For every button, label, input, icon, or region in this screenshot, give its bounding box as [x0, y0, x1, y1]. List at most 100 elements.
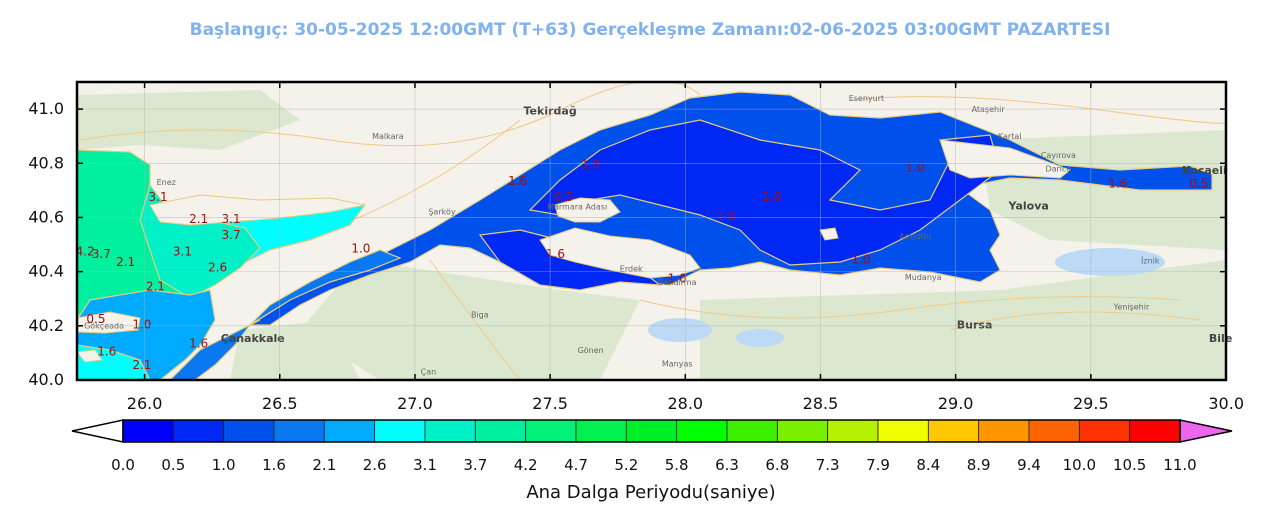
gokceada-island: [77, 311, 141, 334]
colorbar-tick-label: 10.0: [1063, 456, 1096, 474]
colorbar-tick-label: 4.2: [514, 456, 538, 474]
x-tick-label: 29.0: [938, 394, 974, 413]
x-tick-label: 30.0: [1208, 394, 1244, 413]
colorbar-tick-label: 2.1: [312, 456, 336, 474]
colorbar-swatch: [323, 419, 376, 443]
place-label: Bile: [1209, 332, 1232, 345]
colorbar-tick-label: 3.7: [463, 456, 487, 474]
contour-label: 4.2: [76, 244, 95, 258]
colorbar-swatch: [978, 419, 1030, 443]
contour-label: 2.6: [208, 261, 227, 275]
place-label: Erdek: [620, 265, 643, 274]
colorbar-tick-label: 0.5: [161, 456, 185, 474]
lakes: [648, 210, 1165, 347]
marmara-island: [554, 197, 621, 223]
dardanelles-strait: [169, 319, 261, 380]
plot-frame: [75, 80, 1228, 382]
place-label: Esenyurt: [849, 94, 884, 103]
contour-label: 3.1: [222, 212, 241, 226]
colorbar-frame: [122, 419, 1181, 443]
contour-label: 1.0: [132, 318, 151, 332]
axis-ticks: 26.0 26.5 27.0 27.5 28.0 28.5 29.0 29.5 30.0 40.0…: [28, 82, 1244, 413]
place-label: Enez: [157, 178, 176, 187]
place-label: Gönen: [578, 346, 604, 355]
contour-label: 1.6: [97, 345, 116, 359]
place-label: Çan: [421, 368, 437, 377]
colorbar-swatch: [122, 419, 174, 443]
contour-label: 2.1: [116, 255, 135, 269]
place-label: Malkara: [372, 132, 404, 141]
colorbar-tick-label: 10.5: [1113, 456, 1146, 474]
x-tick-label: 29.5: [1073, 394, 1109, 413]
east-land-mass: [939, 139, 1072, 179]
x-tick-label: 28.0: [667, 394, 703, 413]
colorbar-tick-label: 11.0: [1163, 456, 1196, 474]
contour-label: 1.0: [762, 190, 781, 204]
colorbar-tick-label: 3.1: [413, 456, 437, 474]
place-label: Yenişehir: [1113, 303, 1150, 312]
place-label: Şarköy: [428, 208, 456, 217]
colorbar-tick-label: 1.0: [212, 456, 236, 474]
colorbar-tick-label: 7.3: [816, 456, 840, 474]
colorbar-tick-label: 9.4: [1017, 456, 1041, 474]
y-tick-label: 40.8: [28, 153, 64, 172]
contour-label: 1.0: [906, 160, 925, 174]
colorbar-tick-label: 0.0: [111, 456, 135, 474]
contour-label: 1.6: [1108, 177, 1127, 191]
y-tick-label: 41.0: [28, 99, 64, 118]
contour-label: 1.6: [189, 336, 208, 350]
colorbar-tick-label: 5.2: [614, 456, 638, 474]
colorbar-swatch: [726, 419, 778, 443]
contour-label: 1.0: [351, 242, 370, 256]
colorbar-swatch: [1078, 419, 1131, 443]
colorbar-swatch: [223, 419, 275, 443]
place-labels: TekirdağÇanakkaleBursaYalovaKocaeliBileE…: [84, 94, 1232, 377]
y-tick-label: 40.0: [28, 370, 64, 389]
colorbar-swatch: [374, 419, 426, 443]
colorbar-tick-label: 1.6: [262, 456, 286, 474]
colorbar-swatch: [424, 419, 476, 443]
colorbar-swatch: [1129, 419, 1181, 443]
place-label: Armutlu: [899, 232, 931, 241]
contour-label: 2.1: [189, 212, 208, 226]
colorbar-tick-label: 7.9: [866, 456, 890, 474]
place-label: Manyas: [662, 359, 693, 368]
x-tick-label: 26.0: [127, 394, 163, 413]
contour-label: 1.0: [581, 158, 600, 172]
colorbar-swatch: [575, 419, 627, 443]
colorbar-swatch: [1028, 419, 1080, 443]
contour-label: 3.7: [92, 247, 111, 261]
colorbar-swatch: [927, 419, 980, 443]
place-label: Marmara Adası: [547, 202, 607, 211]
colorbar: 0.0 0.5 1.0 1.6 2.1 2.6 3.1 3.7 4.2 4.7 5.2 5.8 6.3 6…: [71, 419, 1233, 474]
contour-label: 3.7: [222, 228, 241, 242]
colorbar-tick-label: 6.8: [765, 456, 789, 474]
x-tick-label: 26.5: [262, 394, 298, 413]
colorbar-swatch: [625, 419, 678, 443]
colorbar-swatch: [474, 419, 527, 443]
place-label: Bandırma: [658, 278, 697, 287]
contour-label: 1.6: [508, 174, 527, 188]
colorbar-swatch: [877, 419, 929, 443]
colorbar-tick-label: 8.9: [967, 456, 991, 474]
colorbar-swatch: [525, 419, 577, 443]
y-tick-label: 40.4: [28, 262, 64, 281]
colorbar-tick-label: 4.7: [564, 456, 588, 474]
contour-label: 1.0: [668, 271, 687, 285]
place-label: Mudanya: [905, 273, 942, 282]
sea-area-west-strait: [249, 249, 402, 326]
contour-label: 0.5: [1189, 177, 1208, 191]
contour-label: 1.0: [716, 209, 735, 223]
colorbar-swatch: [172, 419, 225, 443]
place-label: Yalova: [1007, 199, 1048, 212]
colorbar-tick-label: 5.8: [665, 456, 689, 474]
place-label: Bursa: [957, 319, 993, 332]
colorbar-swatch: [273, 419, 325, 443]
contour-label: 1.6: [546, 247, 565, 261]
place-label: Çayırova: [1041, 151, 1076, 160]
y-tick-label: 40.2: [28, 316, 64, 335]
place-label: Çanakkale: [221, 332, 285, 345]
map-area: [77, 82, 1226, 380]
colorbar-tick-label: 6.3: [715, 456, 739, 474]
